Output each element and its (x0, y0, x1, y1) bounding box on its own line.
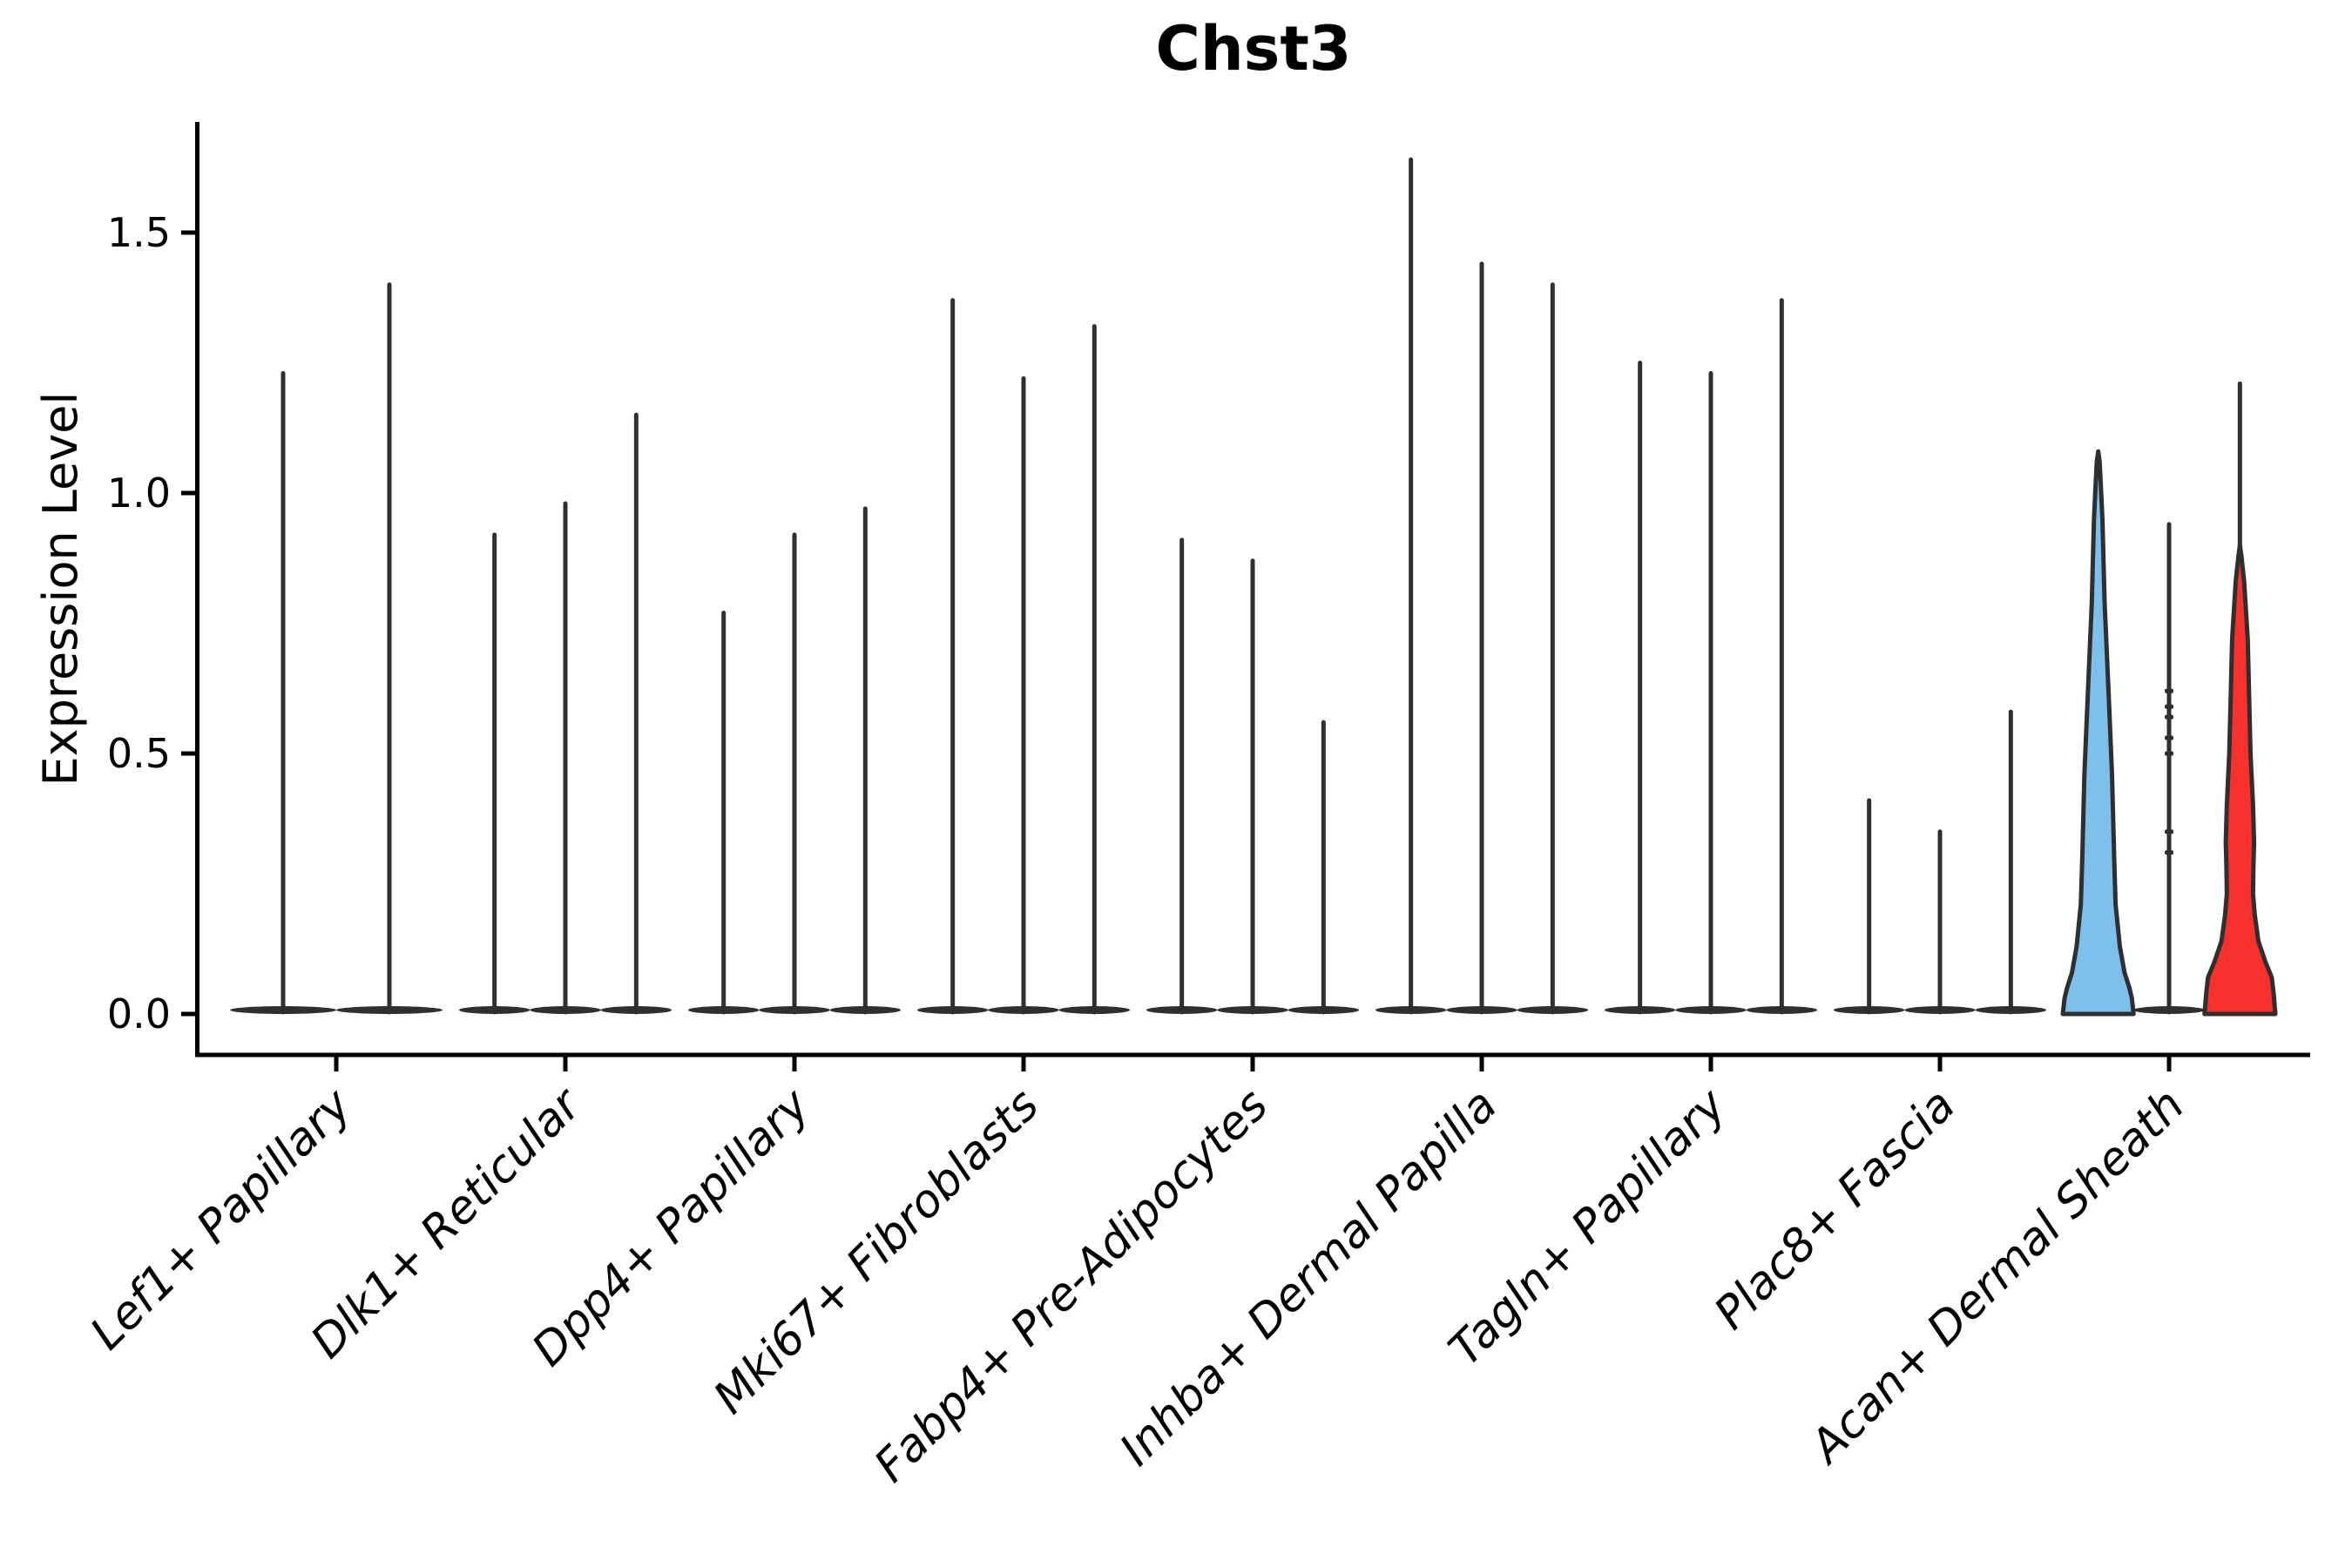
cell-dot (2165, 704, 2173, 709)
x-tick-label: Inhba+ Dermal Papilla (1110, 1079, 1507, 1477)
x-tick-label: Acan+ Dermal Sheath (1799, 1079, 2194, 1475)
y-tick-label: 0.0 (107, 990, 171, 1037)
y-tick-label: 1.5 (107, 209, 171, 256)
cell-dot (2165, 714, 2173, 720)
y-tick-label: 1.0 (107, 470, 171, 517)
plot-title: Chst3 (1155, 13, 1351, 84)
cell-dot (2165, 735, 2173, 740)
cell-dot (2165, 829, 2173, 835)
cell-dot (2165, 850, 2173, 855)
x-tick-label: Fabp4+ Pre-Adipocytes (865, 1079, 1279, 1493)
cell-dot (2165, 751, 2173, 756)
cell-dot (2165, 688, 2173, 693)
y-tick-label: 0.5 (107, 730, 171, 777)
y-axis-label: Expression Level (33, 392, 88, 787)
violin-filled (2060, 449, 2136, 1017)
violin-filled (2202, 543, 2278, 1017)
x-tick-label: Plac8+ Fascia (1705, 1079, 1965, 1340)
